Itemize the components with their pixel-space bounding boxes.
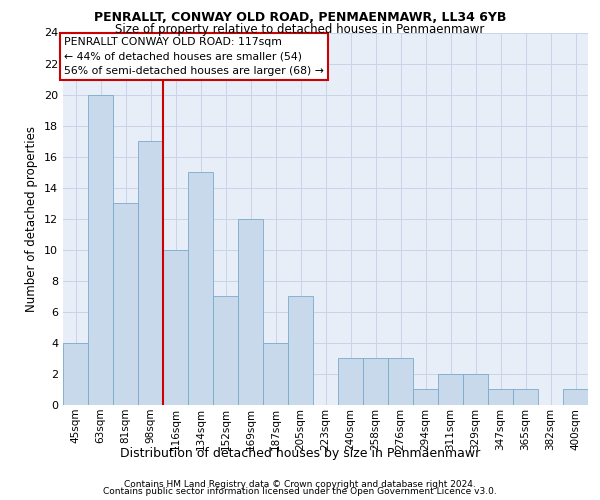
Bar <box>188 172 213 405</box>
Y-axis label: Number of detached properties: Number of detached properties <box>25 126 38 312</box>
Text: Contains HM Land Registry data © Crown copyright and database right 2024.: Contains HM Land Registry data © Crown c… <box>124 480 476 489</box>
Bar <box>288 296 313 405</box>
Bar <box>263 343 288 405</box>
Bar <box>163 250 188 405</box>
Bar <box>513 390 538 405</box>
Bar <box>213 296 238 405</box>
Bar <box>363 358 388 405</box>
Bar <box>463 374 488 405</box>
Text: Distribution of detached houses by size in Penmaenmawr: Distribution of detached houses by size … <box>120 448 480 460</box>
Bar <box>388 358 413 405</box>
Bar <box>238 219 263 405</box>
Bar <box>138 141 163 405</box>
Text: PENRALLT, CONWAY OLD ROAD, PENMAENMAWR, LL34 6YB: PENRALLT, CONWAY OLD ROAD, PENMAENMAWR, … <box>94 11 506 24</box>
Bar <box>63 343 88 405</box>
Bar <box>563 390 588 405</box>
Text: Size of property relative to detached houses in Penmaenmawr: Size of property relative to detached ho… <box>115 22 485 36</box>
Bar <box>113 203 138 405</box>
Bar <box>438 374 463 405</box>
Bar <box>488 390 513 405</box>
Text: Contains public sector information licensed under the Open Government Licence v3: Contains public sector information licen… <box>103 487 497 496</box>
Bar <box>88 94 113 405</box>
Bar <box>413 390 438 405</box>
Bar <box>338 358 363 405</box>
Text: PENRALLT CONWAY OLD ROAD: 117sqm
← 44% of detached houses are smaller (54)
56% o: PENRALLT CONWAY OLD ROAD: 117sqm ← 44% o… <box>64 37 324 76</box>
